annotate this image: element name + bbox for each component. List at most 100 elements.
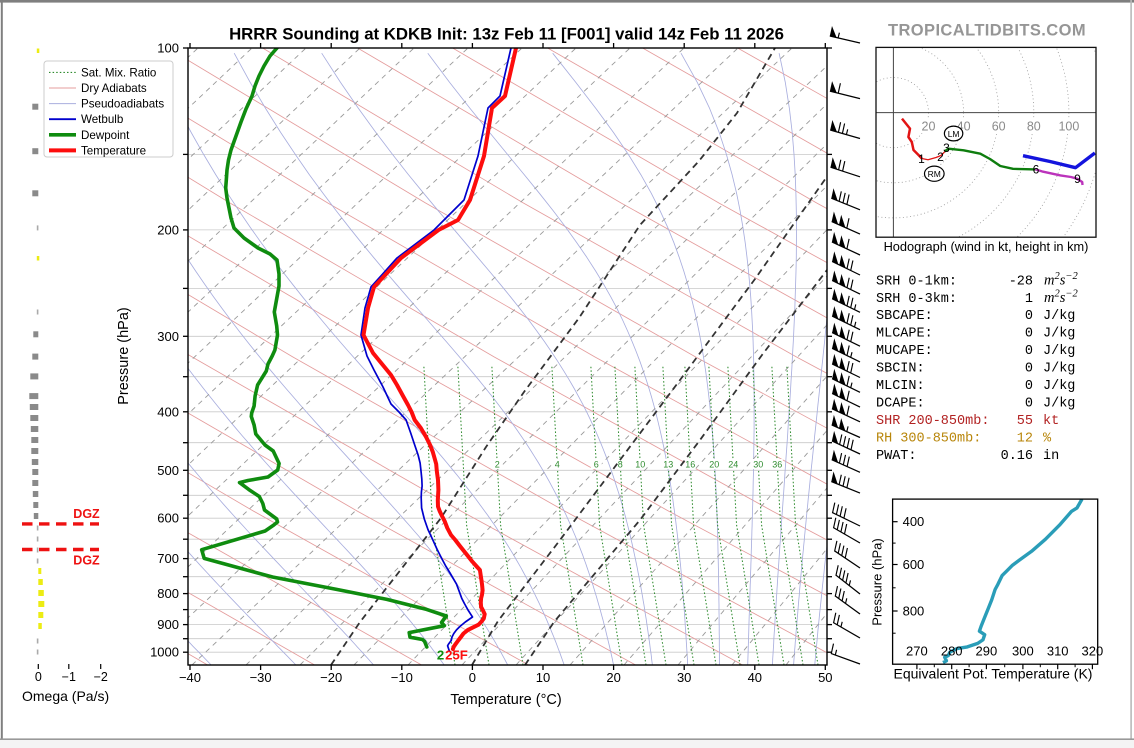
- svg-text:0: 0: [469, 670, 476, 685]
- svg-text:6: 6: [1033, 163, 1040, 177]
- svg-text:24: 24: [728, 460, 738, 470]
- svg-text:9: 9: [1074, 172, 1081, 186]
- svg-text:8: 8: [618, 460, 623, 470]
- svg-text:1: 1: [918, 152, 925, 166]
- svg-text:Equivalent Pot. Temperature (K: Equivalent Pot. Temperature (K): [894, 666, 1093, 682]
- svg-text:50: 50: [818, 670, 832, 685]
- svg-text:RM: RM: [928, 169, 941, 179]
- svg-text:−2: −2: [94, 670, 108, 684]
- svg-text:55: 55: [1017, 414, 1033, 429]
- svg-text:−10: −10: [391, 670, 413, 685]
- svg-text:SRH 0-3km:: SRH 0-3km:: [876, 292, 957, 307]
- svg-text:0: 0: [1025, 362, 1033, 377]
- svg-text:in: in: [1043, 449, 1059, 464]
- svg-text:320: 320: [1082, 644, 1104, 659]
- svg-text:DGZ: DGZ: [73, 507, 100, 521]
- svg-text:DCAPE:: DCAPE:: [876, 397, 925, 412]
- svg-text:J/kg: J/kg: [1043, 327, 1075, 342]
- svg-text:kt: kt: [1043, 414, 1059, 429]
- svg-text:Sat. Mix. Ratio: Sat. Mix. Ratio: [81, 66, 156, 79]
- svg-text:600: 600: [903, 557, 925, 572]
- svg-text:800: 800: [903, 604, 925, 619]
- svg-text:20: 20: [709, 460, 719, 470]
- svg-text:0: 0: [1025, 309, 1033, 324]
- svg-text:Temperature: Temperature: [81, 144, 146, 157]
- svg-text:Pressure (hPa): Pressure (hPa): [116, 307, 132, 405]
- svg-text:SBCIN:: SBCIN:: [876, 362, 925, 377]
- svg-text:PWAT:: PWAT:: [876, 449, 917, 464]
- svg-text:LM: LM: [948, 129, 960, 139]
- svg-text:Hodograph (wind in kt, height: Hodograph (wind in kt, height in km): [884, 239, 1089, 254]
- svg-text:80: 80: [1027, 120, 1041, 134]
- svg-text:400: 400: [903, 514, 925, 529]
- svg-text:100: 100: [1058, 120, 1079, 134]
- svg-text:900: 900: [157, 617, 179, 632]
- svg-text:10: 10: [536, 670, 550, 685]
- svg-text:0: 0: [35, 670, 42, 684]
- svg-text:700: 700: [157, 551, 179, 566]
- svg-text:290: 290: [976, 644, 998, 659]
- svg-text:2: 2: [937, 150, 944, 164]
- svg-text:0.16: 0.16: [1001, 449, 1033, 464]
- svg-text:400: 400: [157, 404, 179, 419]
- svg-text:1: 1: [1025, 292, 1033, 307]
- svg-text:Pressure (hPa): Pressure (hPa): [870, 538, 885, 625]
- svg-text:−20: −20: [320, 670, 342, 685]
- svg-text:12: 12: [1017, 432, 1033, 447]
- svg-text:J/kg: J/kg: [1043, 379, 1075, 394]
- svg-text:500: 500: [157, 463, 179, 478]
- svg-text:800: 800: [157, 586, 179, 601]
- svg-text:J/kg: J/kg: [1043, 309, 1075, 324]
- svg-text:Temperature (°C): Temperature (°C): [450, 692, 561, 708]
- svg-text:HRRR Sounding at KDKB Init: 13: HRRR Sounding at KDKB Init: 13z Feb 11 […: [229, 25, 784, 44]
- svg-text:−30: −30: [250, 670, 272, 685]
- svg-text:J/kg: J/kg: [1043, 397, 1075, 412]
- svg-text:TROPICALTIDBITS.COM: TROPICALTIDBITS.COM: [888, 22, 1086, 40]
- svg-text:J/kg: J/kg: [1043, 362, 1075, 377]
- svg-text:2: 2: [495, 460, 500, 470]
- svg-text:SRH 0-1km:: SRH 0-1km:: [876, 275, 957, 290]
- svg-text:Omega (Pa/s): Omega (Pa/s): [22, 688, 109, 704]
- svg-text:MUCAPE:: MUCAPE:: [876, 344, 933, 359]
- svg-text:270: 270: [906, 644, 928, 659]
- svg-text:%: %: [1043, 432, 1052, 447]
- svg-text:280: 280: [941, 644, 963, 659]
- svg-text:−1: −1: [62, 670, 76, 684]
- svg-text:2: 2: [437, 648, 444, 663]
- svg-text:600: 600: [157, 511, 179, 526]
- svg-text:300: 300: [1012, 644, 1034, 659]
- svg-text:0: 0: [1025, 344, 1033, 359]
- svg-text:0: 0: [1025, 379, 1033, 394]
- svg-text:30: 30: [753, 460, 763, 470]
- svg-text:200: 200: [157, 222, 179, 237]
- svg-text:13: 13: [663, 460, 673, 470]
- svg-text:1000: 1000: [150, 645, 179, 660]
- svg-text:300: 300: [157, 329, 179, 344]
- svg-text:Pseudoadiabats: Pseudoadiabats: [81, 98, 164, 111]
- svg-text:RH 300-850mb:: RH 300-850mb:: [876, 432, 981, 447]
- svg-text:Dewpoint: Dewpoint: [81, 129, 130, 142]
- svg-text:J/kg: J/kg: [1043, 344, 1075, 359]
- svg-text:SHR 200-850mb:: SHR 200-850mb:: [876, 414, 989, 429]
- svg-text:SBCAPE:: SBCAPE:: [876, 309, 933, 324]
- svg-text:−40: −40: [179, 670, 201, 685]
- svg-text:20: 20: [606, 670, 620, 685]
- svg-text:310: 310: [1047, 644, 1069, 659]
- svg-text:Dry Adiabats: Dry Adiabats: [81, 82, 147, 95]
- svg-text:30: 30: [677, 670, 691, 685]
- svg-text:0: 0: [1025, 327, 1033, 342]
- svg-text:MLCAPE:: MLCAPE:: [876, 327, 933, 342]
- svg-text:6: 6: [594, 460, 599, 470]
- svg-text:20: 20: [922, 120, 936, 134]
- svg-text:60: 60: [992, 120, 1006, 134]
- svg-text:16: 16: [685, 460, 695, 470]
- svg-text:DGZ: DGZ: [73, 554, 100, 568]
- svg-text:100: 100: [157, 41, 179, 56]
- svg-text:4: 4: [555, 460, 560, 470]
- svg-text:-28: -28: [1009, 275, 1033, 290]
- svg-text:0: 0: [1025, 397, 1033, 412]
- svg-text:40: 40: [748, 670, 762, 685]
- svg-text:Wetbulb: Wetbulb: [81, 113, 123, 126]
- svg-text:10: 10: [635, 460, 645, 470]
- svg-text:25F: 25F: [445, 648, 468, 663]
